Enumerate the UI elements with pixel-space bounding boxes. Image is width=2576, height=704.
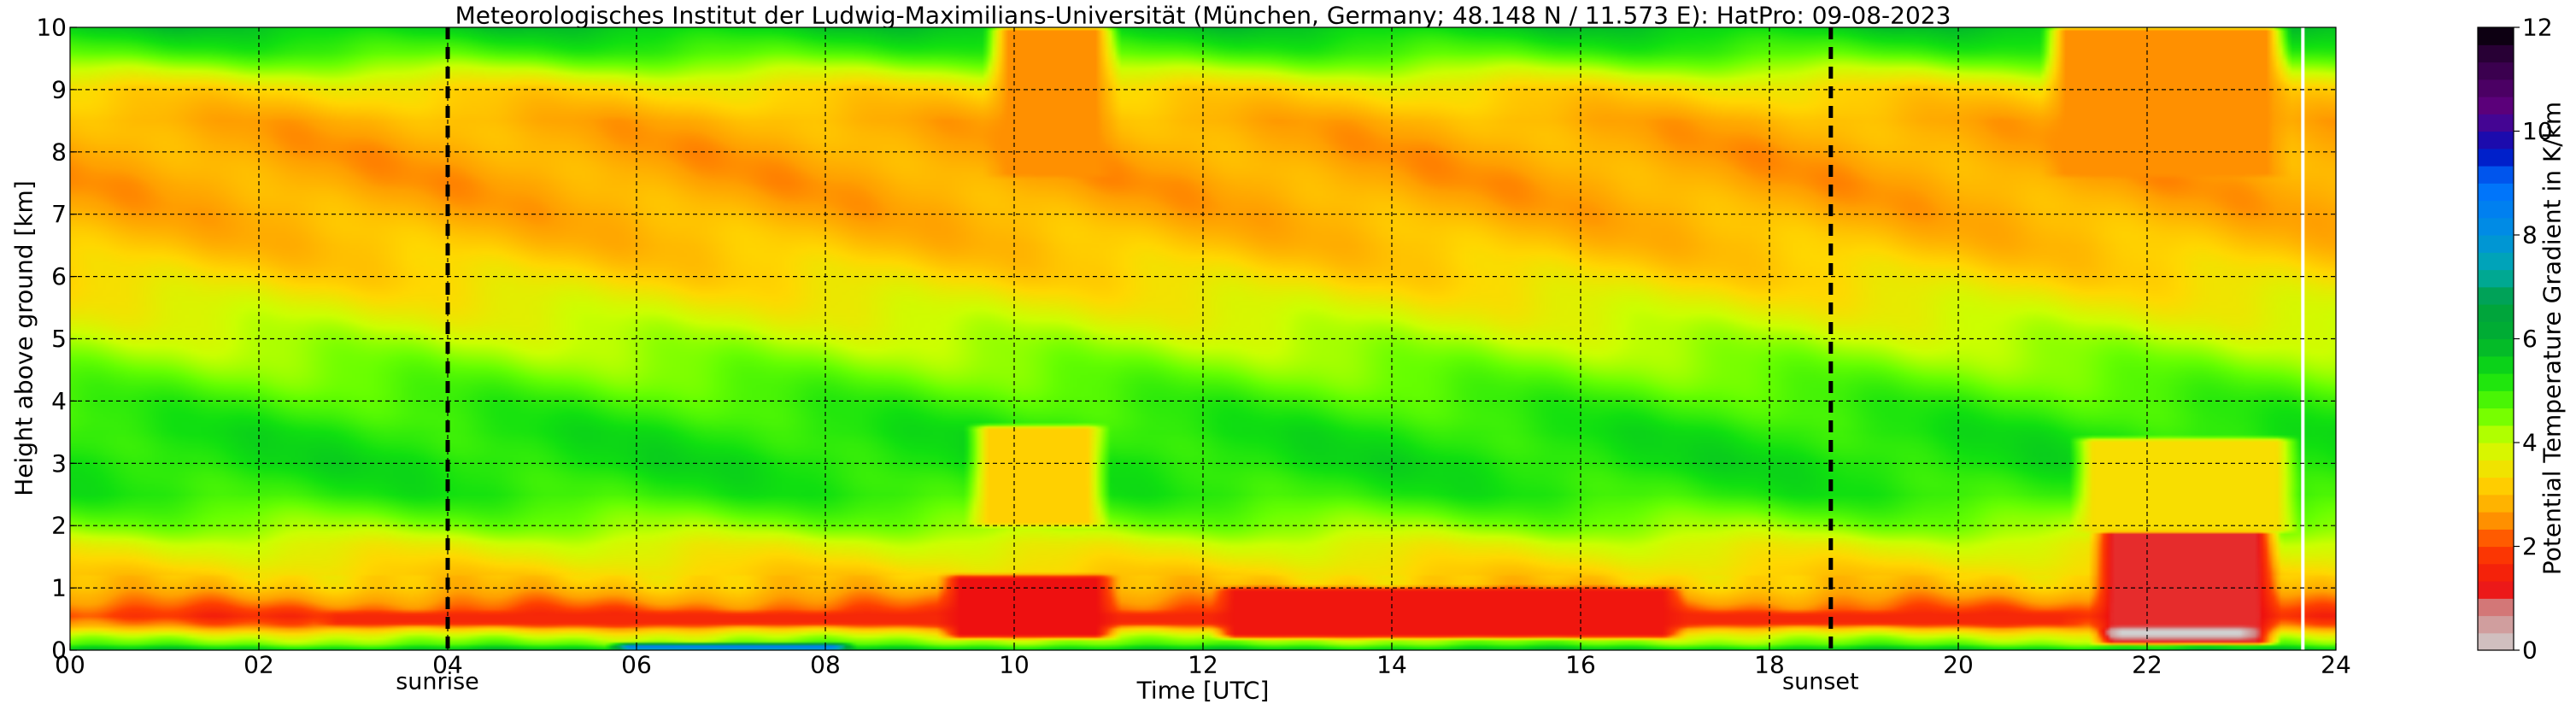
y-tick-label: 1 [51,574,67,602]
chart-title: Meteorologisches Institut der Ludwig-Max… [455,2,1951,30]
y-tick-label: 5 [51,325,67,353]
y-tick-label: 10 [36,14,67,42]
colorbar-swatch [2478,408,2514,426]
x-tick-label: 10 [999,651,1030,679]
x-tick-label: 20 [1943,651,1974,679]
colorbar-swatch [2478,546,2514,565]
colorbar-swatch [2478,563,2514,582]
y-tick-label: 7 [51,200,67,228]
x-axis-label: Time [UTC] [1136,677,1270,704]
marker-label-sunset: sunset [1782,669,1859,695]
colorbar-swatch [2478,529,2514,548]
y-tick-label: 8 [51,138,67,166]
colorbar-tick-label: 0 [2522,637,2538,665]
y-tick-label: 0 [51,637,67,665]
colorbar-tick-label: 6 [2522,325,2538,353]
marker-label-sunrise: sunrise [396,669,479,695]
y-tick-label: 2 [51,512,67,540]
colorbar-swatch [2478,44,2514,63]
colorbar-swatch [2478,443,2514,461]
colorbar-tick-label: 8 [2522,221,2538,249]
colorbar-swatch [2478,373,2514,391]
colorbar-swatch [2478,235,2514,253]
y-axis-ticks: 0 1 2 3 4 5 6 7 8 9 10 [36,14,77,665]
y-tick-label: 4 [51,387,67,415]
x-tick-label: 24 [2321,651,2351,679]
marker-labels: sunrise sunset [396,669,1858,695]
x-tick-label: 22 [2132,651,2162,679]
y-tick-label: 9 [51,75,67,103]
x-tick-label: 12 [1188,651,1218,679]
colorbar-swatch [2478,79,2514,97]
colorbar-swatch [2478,62,2514,80]
colorbar-swatch [2478,615,2514,634]
colorbar-tick-label: 10 [2522,117,2553,145]
colorbar-swatch [2478,114,2514,132]
colorbar-swatch [2478,425,2514,443]
colorbar-swatch [2478,166,2514,184]
x-tick-label: 16 [1565,651,1596,679]
colorbar-swatch [2478,355,2514,374]
colorbar-swatch [2478,27,2514,45]
colorbar-swatch [2478,460,2514,478]
colorbar-tick-label: 4 [2522,429,2538,457]
colorbar-swatch [2478,338,2514,357]
colorbar-swatch [2478,269,2514,288]
colorbar-swatch [2478,217,2514,236]
colorbar-swatch [2478,97,2514,114]
colorbar-swatch [2478,148,2514,167]
markers [445,27,1834,650]
x-tick-label: 06 [621,651,652,679]
colorbar-swatch [2478,494,2514,513]
colorbar-label: Potential Temperature Gradient in K/km [2538,102,2567,575]
colorbar-swatch [2478,252,2514,271]
colorbar-swatch [2478,512,2514,530]
x-tick-label: 18 [1754,651,1785,679]
colorbar-swatch [2478,321,2514,340]
x-tick-label: 08 [810,651,841,679]
colorbar-swatch [2478,131,2514,150]
x-tick-label: 02 [244,651,274,679]
colorbar-swatch [2478,286,2514,305]
colorbar-swatch [2478,390,2514,409]
x-tick-label: 00 [55,651,85,679]
colorbar-swatch [2478,632,2514,651]
colorbar-swatch [2478,183,2514,202]
y-tick-label: 6 [51,262,67,290]
colorbar-ticks: 0 2 4 6 8 10 12 [2514,14,2553,665]
colorbar-tick-label: 2 [2522,532,2538,560]
colorbar-tick-label: 12 [2522,14,2553,42]
colorbar-swatch [2478,477,2514,496]
colorbar-swatch [2478,200,2514,219]
x-tick-label: 04 [432,651,463,679]
y-tick-label: 3 [51,449,67,478]
x-axis-ticks: 00 02 04 06 08 10 12 14 16 18 20 22 24 [55,643,2351,679]
colorbar [2478,27,2514,651]
x-tick-label: 14 [1376,651,1407,679]
colorbar-swatch [2478,304,2514,322]
colorbar-swatch [2478,581,2514,599]
colorbar-swatch [2478,598,2514,617]
y-axis-label: Height above ground [km] [10,180,38,496]
